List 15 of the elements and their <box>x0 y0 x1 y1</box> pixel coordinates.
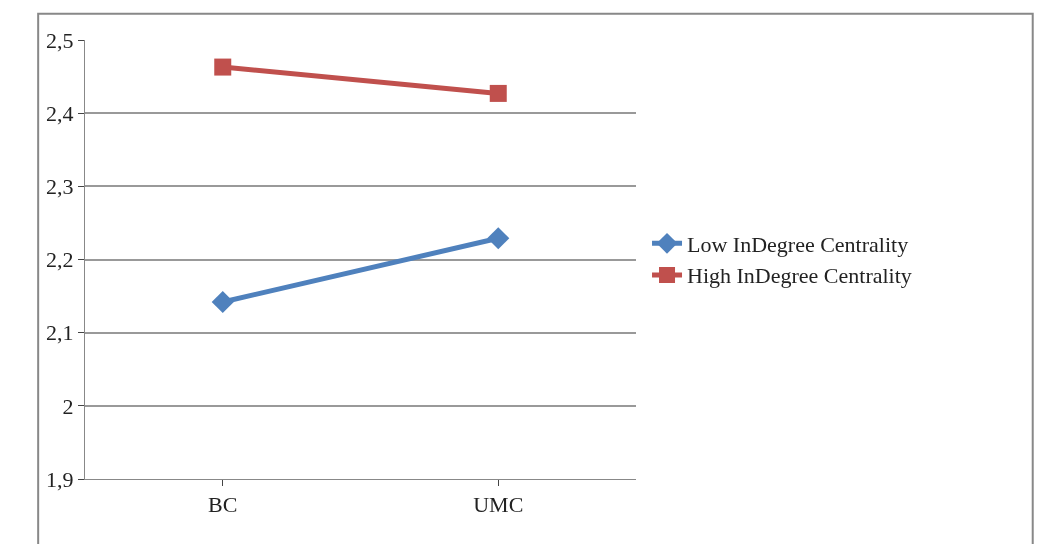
legend-label: High InDegree Centrality <box>687 263 912 289</box>
x-tick-label: BC <box>208 492 238 518</box>
y-tick-label: 2,4 <box>46 100 74 126</box>
y-tick-label: 2,5 <box>46 27 74 53</box>
x-tick-label: UMC <box>473 492 524 518</box>
y-tick-label: 2 <box>62 393 74 419</box>
y-tick-label: 2,1 <box>46 320 74 346</box>
legend-label: Low InDegree Centrality <box>687 231 909 257</box>
y-tick-label: 2,3 <box>46 174 74 200</box>
point <box>489 84 507 102</box>
y-tick-label: 1,9 <box>46 466 74 492</box>
y-tick-label: 2,2 <box>46 247 74 273</box>
point <box>211 290 234 313</box>
point <box>214 58 232 76</box>
point <box>487 227 510 250</box>
